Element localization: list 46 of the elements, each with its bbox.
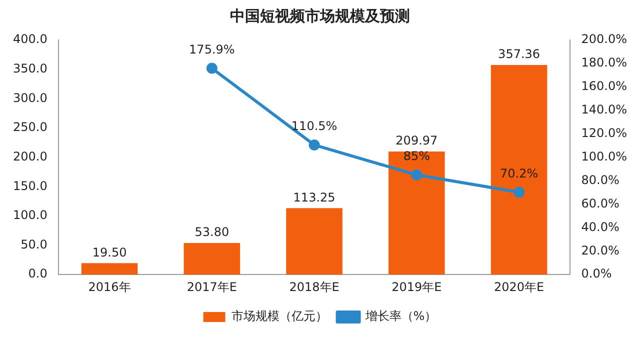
y2-tick-label: 140.0% [581,102,628,117]
legend-label: 市场规模（亿元） [231,309,328,324]
legend-label: 增长率（%） [364,309,437,324]
x-tick-label: 2017年E [186,280,237,294]
y2-tick-label: 20.0% [581,243,620,258]
y-tick-label: 200.0 [12,149,48,164]
bar [81,263,138,275]
data-label: 113.25 [293,190,336,204]
point [514,186,525,198]
y2-tick-label: 160.0% [581,79,628,94]
point [206,62,218,74]
y2-tick-label: 200.0% [581,32,628,46]
bar [490,65,548,275]
y-tick-label: 350.0 [12,61,48,76]
x-tick-label: 2019年E [392,280,442,294]
y2-tick-label: 100.0% [581,149,628,164]
point [411,169,422,180]
y-tick-label: 100.0 [12,208,48,222]
y2-tick-label: 40.0% [581,220,620,234]
y-tick-label: 400.0 [12,32,48,46]
x-tick-label: 2020年E [494,280,544,294]
chart-title: 中国短视频市场规模及预测 [230,6,410,25]
data-label: 53.80 [194,225,230,240]
bar [184,243,240,275]
y2-tick-label: 120.0% [581,126,628,140]
data-label: 19.50 [92,245,127,260]
data-label: 110.5% [291,119,338,134]
data-label: 85% [403,149,430,164]
point [308,139,320,150]
y2-tick-label: 0.0% [581,266,612,281]
y-tick-label: 150.0 [12,178,48,193]
y2-tick-label: 180.0% [581,56,628,70]
x-tick-label: 2016年 [88,280,131,294]
y-tick-label: 0.0 [28,266,48,281]
x-tick-label: 2018年E [289,280,340,294]
data-label: 70.2% [500,166,538,180]
y-tick-label: 250.0 [12,120,48,134]
bar [286,208,342,275]
y-tick-label: 50.0 [20,237,48,252]
data-label: 209.97 [396,134,438,148]
bar [388,151,445,275]
y2-tick-label: 80.0% [581,172,620,187]
data-label: 175.9% [189,42,235,56]
y-tick-label: 300.0 [12,90,48,105]
y2-tick-label: 60.0% [581,196,620,210]
data-label: 357.36 [498,47,540,62]
